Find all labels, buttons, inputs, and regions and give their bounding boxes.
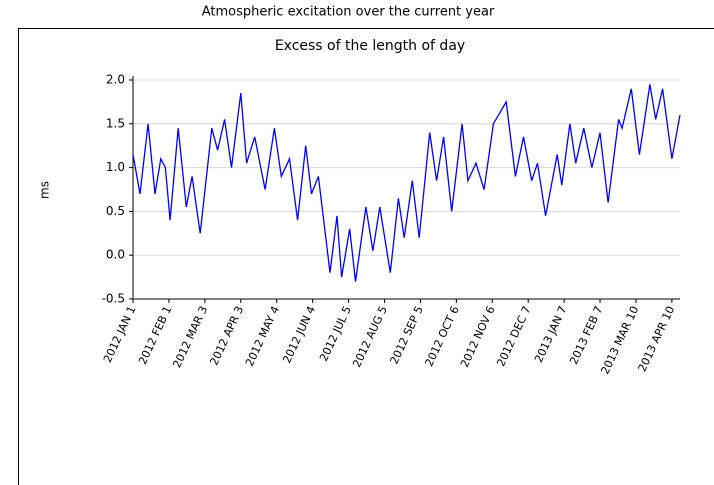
x-tick-label: 2012 OCT 6	[422, 304, 461, 368]
y-tick-label: 0.0	[106, 248, 125, 262]
y-tick-label: 1.5	[106, 116, 125, 130]
y-tick-label: -0.5	[102, 292, 125, 306]
x-tick-label: 2012 NOV 6	[458, 304, 498, 370]
x-tick-label: 2013 JAN 7	[532, 304, 569, 365]
chart-title: Atmospheric excitation over the current …	[202, 5, 495, 20]
data-line	[132, 84, 681, 282]
x-tick-label: 2012 DEC 7	[494, 304, 533, 368]
x-tick-label: 2012 MAY 4	[243, 304, 282, 368]
x-tick-label: 2012 JUL 5	[317, 304, 354, 363]
y-axis-label: ms	[38, 181, 52, 199]
x-tick-label: 2012 SEP 5	[388, 304, 426, 366]
x-tick-label: 2012 APR 3	[207, 304, 246, 367]
x-tick-label: 2013 FEB 7	[567, 304, 605, 366]
y-tick-label: 1.0	[106, 160, 125, 174]
y-tick-label: 0.5	[106, 204, 125, 218]
x-tick-label: 2012 FEB 1	[136, 304, 174, 366]
x-tick-label: 2012 AUG 5	[350, 304, 390, 369]
x-tick-label: 2013 MAR 10	[598, 304, 641, 376]
x-tick-label: 2013 APR 10	[636, 304, 678, 374]
y-tick-label: 2.0	[106, 73, 125, 87]
chart-subtitle: Excess of the length of day	[275, 38, 465, 54]
x-tick-label: 2012 MAR 3	[170, 304, 210, 370]
x-tick-label: 2012 JUN 4	[280, 304, 318, 365]
x-tick-label: 2012 JAN 1	[101, 304, 138, 365]
chart-frame	[18, 28, 714, 485]
